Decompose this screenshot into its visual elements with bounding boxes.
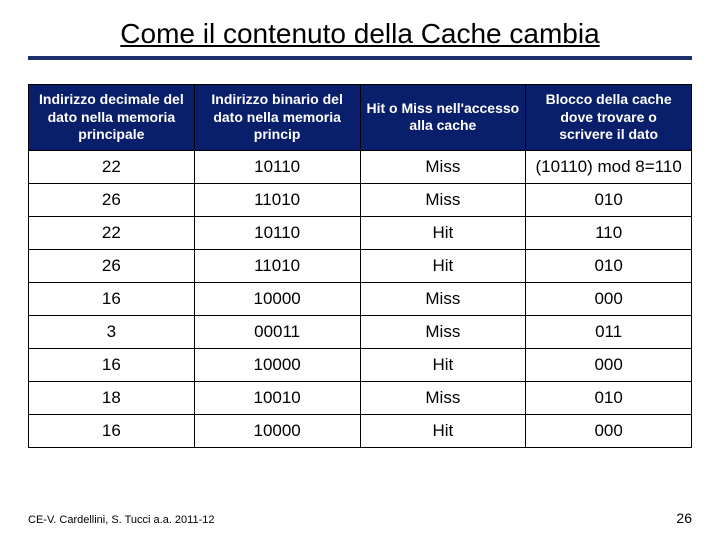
cell-block: 110 [526, 216, 692, 249]
cell-hit: Miss [360, 381, 526, 414]
cell-dec: 26 [29, 183, 195, 216]
cell-dec: 22 [29, 216, 195, 249]
header-row: Indirizzo decimale del dato nella memori… [29, 85, 692, 151]
cell-block: 000 [526, 414, 692, 447]
slide-title: Come il contenuto della Cache cambia [28, 18, 692, 60]
table-row: 16 10000 Miss 000 [29, 282, 692, 315]
cell-dec: 22 [29, 150, 195, 183]
cell-block: 000 [526, 348, 692, 381]
cell-dec: 3 [29, 315, 195, 348]
cell-bin: 11010 [194, 249, 360, 282]
page-number: 26 [676, 510, 692, 526]
cell-hit: Hit [360, 216, 526, 249]
cell-bin: 10110 [194, 150, 360, 183]
cell-hit: Miss [360, 315, 526, 348]
cell-dec: 16 [29, 282, 195, 315]
cell-dec: 16 [29, 414, 195, 447]
slide-title-text: Come il contenuto della Cache cambia [120, 18, 599, 49]
cell-hit: Miss [360, 183, 526, 216]
cell-hit: Miss [360, 150, 526, 183]
cell-hit: Hit [360, 414, 526, 447]
cell-bin: 10000 [194, 348, 360, 381]
cell-bin: 10010 [194, 381, 360, 414]
col-header-binary: Indirizzo binario del dato nella memoria… [194, 85, 360, 151]
cell-hit: Hit [360, 249, 526, 282]
cache-table: Indirizzo decimale del dato nella memori… [28, 84, 692, 448]
cell-block: 011 [526, 315, 692, 348]
col-header-block: Blocco della cache dove trovare o scrive… [526, 85, 692, 151]
table-row: 22 10110 Miss (10110) mod 8=110 [29, 150, 692, 183]
cell-bin: 10000 [194, 282, 360, 315]
cell-block: 010 [526, 381, 692, 414]
col-header-decimal: Indirizzo decimale del dato nella memori… [29, 85, 195, 151]
table-row: 18 10010 Miss 010 [29, 381, 692, 414]
cell-block: 010 [526, 249, 692, 282]
table-row: 22 10110 Hit 110 [29, 216, 692, 249]
table-row: 26 11010 Hit 010 [29, 249, 692, 282]
cell-block: 000 [526, 282, 692, 315]
cell-bin: 11010 [194, 183, 360, 216]
table-row: 26 11010 Miss 010 [29, 183, 692, 216]
cell-dec: 18 [29, 381, 195, 414]
cell-hit: Miss [360, 282, 526, 315]
table-row: 16 10000 Hit 000 [29, 348, 692, 381]
cell-hit: Hit [360, 348, 526, 381]
table-row: 3 00011 Miss 011 [29, 315, 692, 348]
cell-bin: 10000 [194, 414, 360, 447]
footer-credit: CE-V. Cardellini, S. Tucci a.a. 2011-12 [28, 514, 214, 526]
slide: Come il contenuto della Cache cambia Ind… [0, 0, 720, 540]
cell-dec: 26 [29, 249, 195, 282]
table-body: 22 10110 Miss (10110) mod 8=110 26 11010… [29, 150, 692, 447]
table-head: Indirizzo decimale del dato nella memori… [29, 85, 692, 151]
cell-block: (10110) mod 8=110 [526, 150, 692, 183]
cell-bin: 10110 [194, 216, 360, 249]
table-row: 16 10000 Hit 000 [29, 414, 692, 447]
cell-bin: 00011 [194, 315, 360, 348]
cell-block: 010 [526, 183, 692, 216]
cell-dec: 16 [29, 348, 195, 381]
col-header-hitmiss: Hit o Miss nell'accesso alla cache [360, 85, 526, 151]
